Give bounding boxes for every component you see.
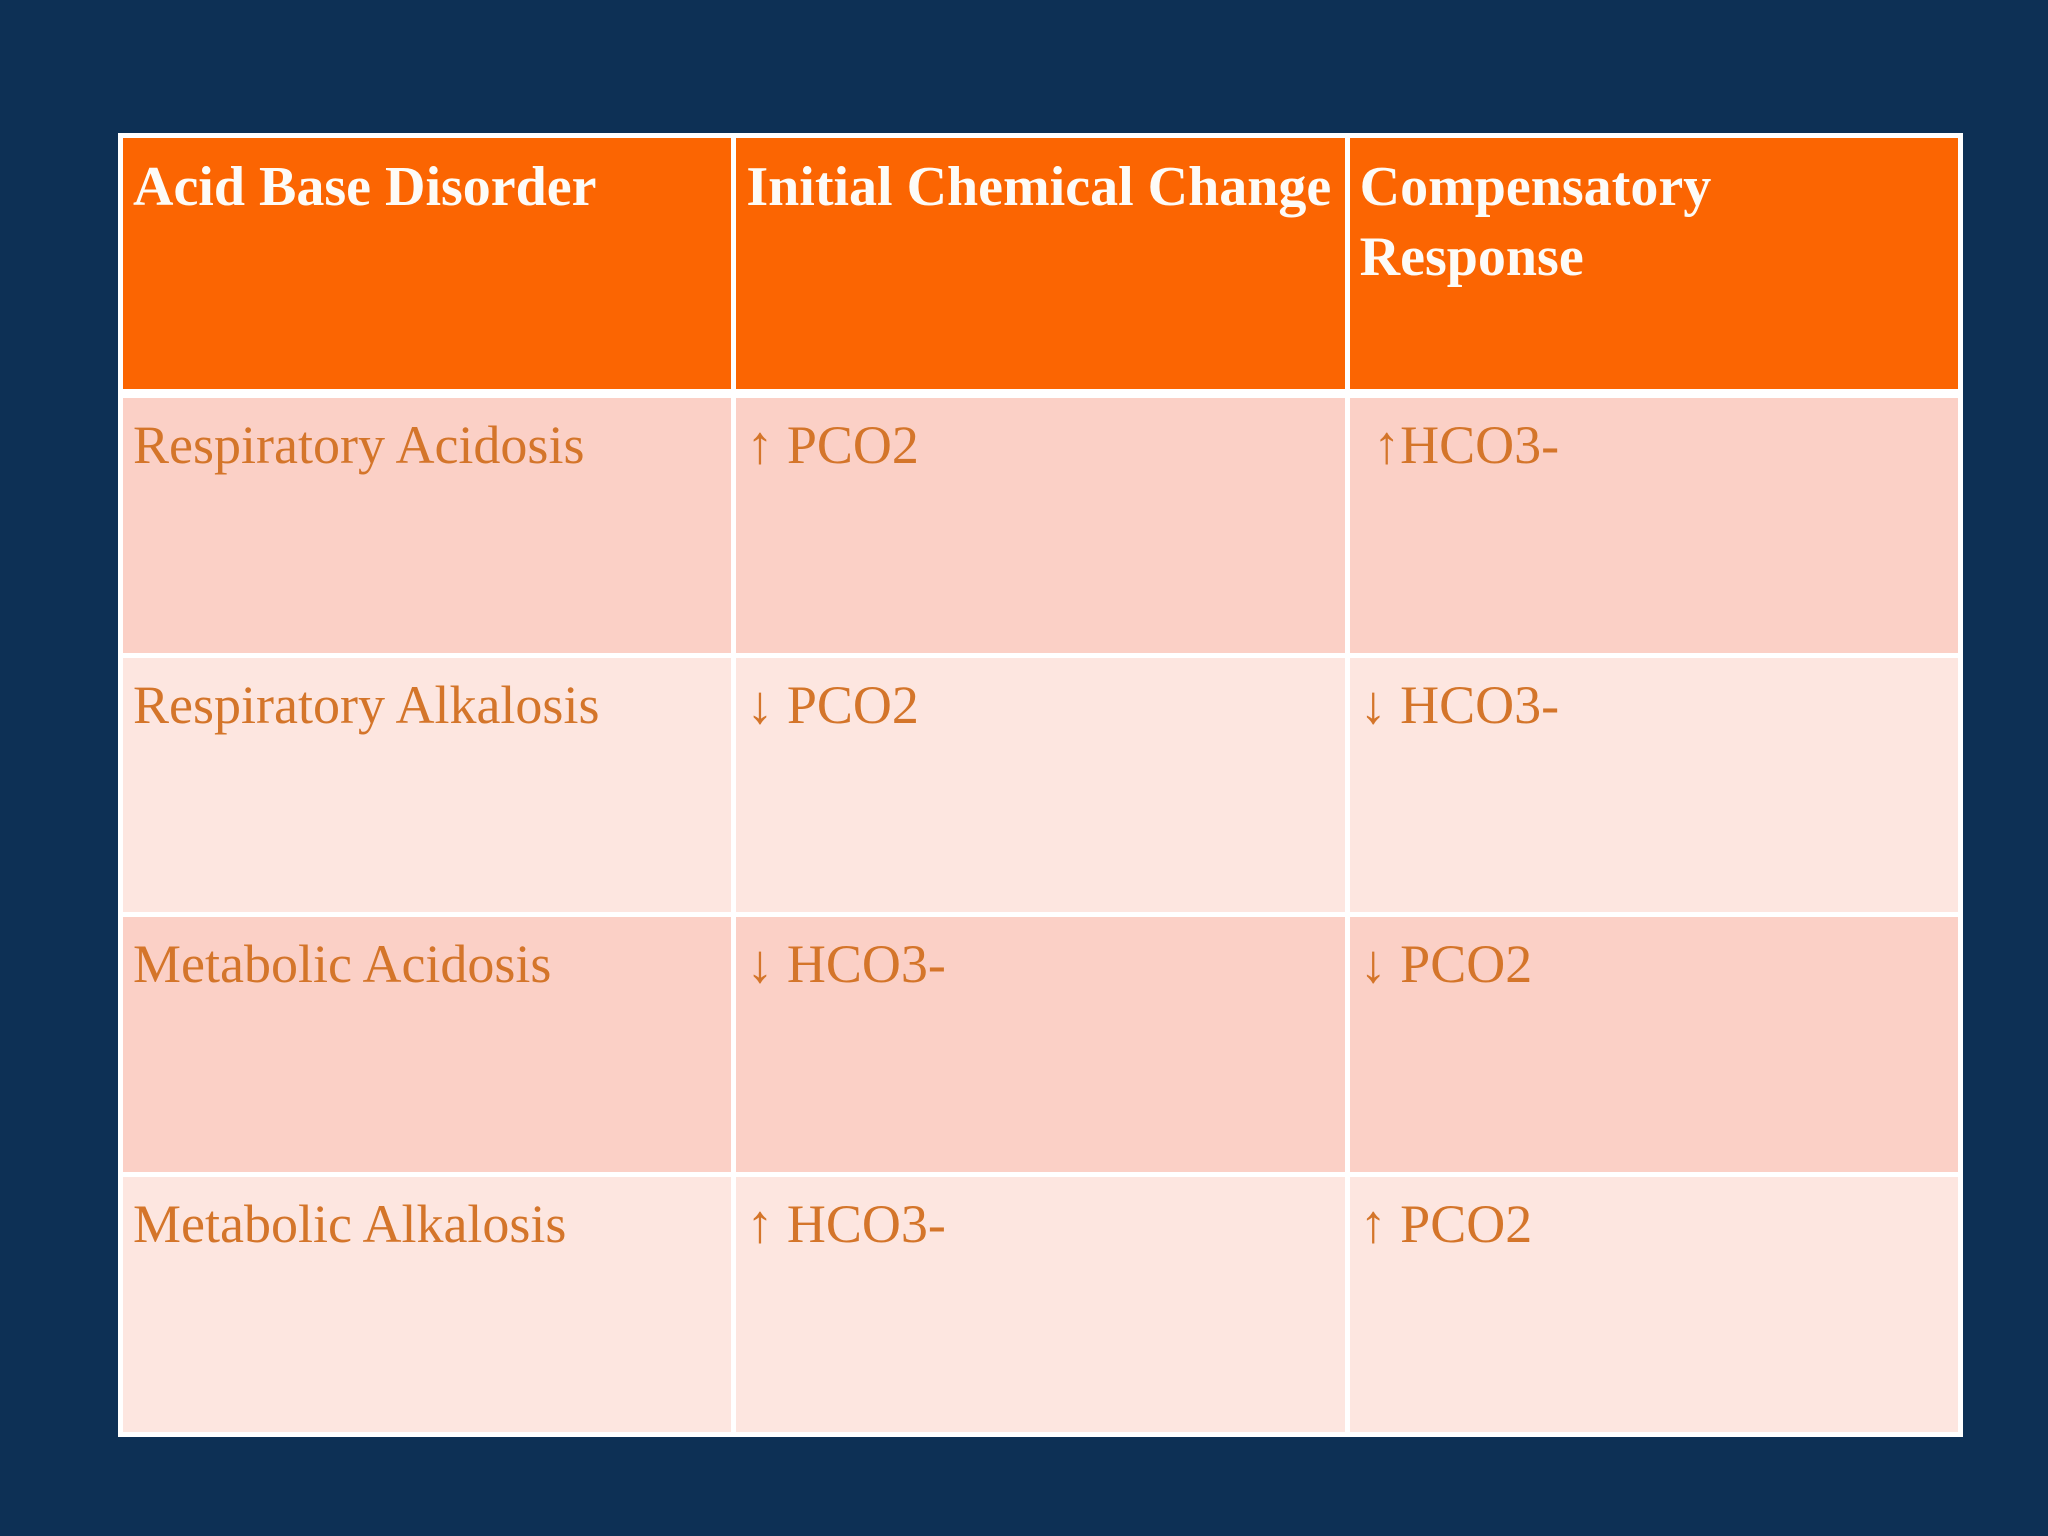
cell-respiratory-alkalosis-compensatory-response: ↓ HCO3- — [1349, 657, 1958, 913]
header-cell-compensatory-response: Compensatory Response — [1349, 138, 1958, 393]
cell-metabolic-acidosis-initial-change: ↓ HCO3- — [736, 917, 1345, 1173]
cell-metabolic-acidosis-disorder: Metabolic Acidosis — [123, 917, 732, 1173]
cell-respiratory-alkalosis-disorder: Respiratory Alkalosis — [123, 657, 732, 913]
cell-respiratory-acidosis-compensatory-response: ↑HCO3- — [1349, 397, 1958, 653]
cell-metabolic-alkalosis-compensatory-response: ↑ PCO2 — [1349, 1177, 1958, 1432]
cell-metabolic-acidosis-compensatory-response: ↓ PCO2 — [1349, 917, 1958, 1173]
cell-metabolic-alkalosis-initial-change: ↑ HCO3- — [736, 1177, 1345, 1432]
cell-metabolic-alkalosis-disorder: Metabolic Alkalosis — [123, 1177, 732, 1432]
acid-base-disorders-table: Acid Base Disorder Initial Chemical Chan… — [118, 133, 1963, 1437]
cell-respiratory-alkalosis-initial-change: ↓ PCO2 — [736, 657, 1345, 913]
cell-respiratory-acidosis-disorder: Respiratory Acidosis — [123, 397, 732, 653]
header-cell-initial-chemical-change: Initial Chemical Change — [736, 138, 1345, 393]
cell-respiratory-acidosis-initial-change: ↑ PCO2 — [736, 397, 1345, 653]
header-cell-acid-base-disorder: Acid Base Disorder — [123, 138, 732, 393]
